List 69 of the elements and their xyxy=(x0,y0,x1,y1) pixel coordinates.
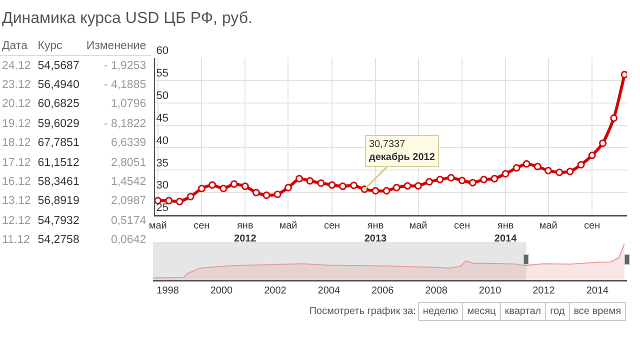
annotation: 30,7337 декабрь 2012 xyxy=(369,139,436,163)
x-tick-label: сен xyxy=(454,220,470,232)
x-tick-label: 1998 xyxy=(156,286,180,296)
x-tick-label: сен xyxy=(584,220,600,232)
x-tick-label: янв 2013 xyxy=(364,220,388,244)
x-tick-label: сен xyxy=(194,220,210,232)
x-tick-label: 2000 xyxy=(210,286,234,296)
text: 61,1512 xyxy=(36,156,80,171)
x-tick-label: янв 2014 xyxy=(494,220,518,244)
y-tick-label: 35 xyxy=(156,157,169,170)
y-tick-label: 30 xyxy=(156,180,169,192)
x-tick-label: май xyxy=(539,220,558,232)
y-tick-label: 25 xyxy=(156,202,169,214)
text: 18.12 xyxy=(1,136,32,152)
text: квартал xyxy=(500,302,546,321)
x-tick-label: 2004 xyxy=(318,286,340,296)
x-tick-label: 2006 xyxy=(371,286,394,296)
x-tick-label: май xyxy=(148,220,167,232)
x-tick-label: 2002 xyxy=(264,286,287,296)
x-tick-label: сен xyxy=(324,220,340,232)
y-tick-label: 45 xyxy=(156,112,169,124)
text: 11.12 xyxy=(1,233,31,248)
text: 19.12 xyxy=(1,116,32,132)
x-tick-label: май xyxy=(409,220,428,232)
x-tick-label: 2012 xyxy=(532,286,556,296)
text: 54,2758 xyxy=(36,233,80,248)
text: 1,0796 xyxy=(110,97,148,112)
x-tick-label: 2008 xyxy=(425,286,448,296)
x-tick-label: 2010 xyxy=(478,286,502,296)
text: Курс xyxy=(36,40,84,56)
text: 67,7851 xyxy=(36,136,80,152)
text: 23.12 xyxy=(1,78,32,94)
text: 16.12 xyxy=(1,175,32,190)
text: Посмотреть график за: xyxy=(309,306,416,317)
text: - 8,1822 xyxy=(102,116,148,132)
text: 56,4940 xyxy=(36,78,80,94)
text: 59,6029 xyxy=(36,116,80,132)
text: 2,8051 xyxy=(110,156,148,171)
y-tick-label: 40 xyxy=(156,134,169,147)
text: - 4,1885 xyxy=(102,78,148,94)
x-tick-label: янв 2012 xyxy=(234,220,257,244)
text: 12.12 xyxy=(1,214,32,229)
text: Дата xyxy=(0,40,36,56)
text: 60,6825 xyxy=(36,97,80,112)
text: - 1,9253 xyxy=(102,58,148,74)
text: Изменение xyxy=(84,40,152,56)
x-tick-label: 2014 xyxy=(586,286,610,296)
text: 58,3461 xyxy=(36,175,80,190)
text: 1,4542 xyxy=(110,175,148,190)
text: Динамика курса USD ЦБ РФ, руб. xyxy=(2,10,252,28)
text: 56,8919 xyxy=(36,194,80,210)
y-tick-label: 60 xyxy=(156,45,169,58)
text: неделю xyxy=(418,302,464,321)
text: 6,6339 xyxy=(110,136,148,152)
text: 20.12 xyxy=(1,97,32,112)
text: 2,0987 xyxy=(110,194,148,210)
text: 24.12 xyxy=(1,58,32,74)
text: 54,5687 xyxy=(36,58,80,74)
text: все время xyxy=(568,302,626,321)
y-tick-label: 55 xyxy=(156,68,169,80)
y-tick-label: 50 xyxy=(156,90,169,102)
text: 0,0642 xyxy=(110,233,148,248)
text: 17.12 xyxy=(1,156,32,171)
text: 0,5174 xyxy=(110,214,146,227)
text: 13.12 xyxy=(1,194,32,210)
text: 54,7932 xyxy=(36,214,80,229)
x-tick-label: май xyxy=(279,220,298,232)
text: месяц xyxy=(462,302,501,321)
text: год xyxy=(545,302,570,321)
